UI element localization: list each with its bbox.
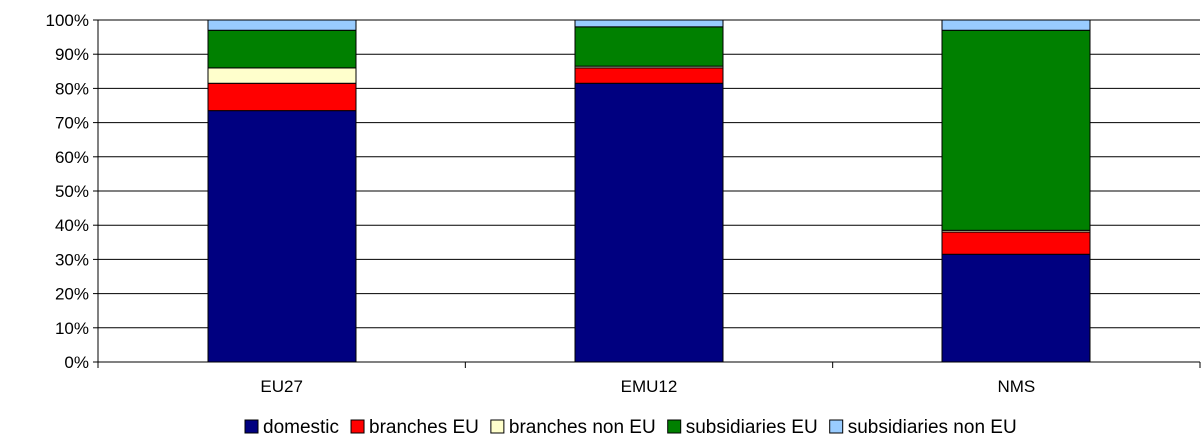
x-category-label: NMS [997, 377, 1035, 396]
bar-segment [941, 231, 1091, 255]
bar-segment [574, 67, 724, 84]
legend: domestic branches EU branches non EU subsid… [244, 417, 1017, 438]
x-category-label: EU27 [260, 377, 303, 396]
bar-segment [207, 110, 357, 363]
bar-segment [207, 19, 357, 31]
legend-swatch [667, 419, 682, 434]
legend-label: branches EU [369, 417, 479, 438]
legend-label: subsidiaries non EU [848, 417, 1017, 438]
y-tick-label: 50% [55, 182, 89, 201]
legend-label: subsidiaries EU [686, 417, 818, 438]
y-tick-label: 70% [55, 114, 89, 133]
legend-swatch [244, 419, 259, 434]
y-tick-label: 0% [64, 353, 89, 372]
y-tick-label: 100% [46, 11, 89, 30]
legend-swatch [829, 419, 844, 434]
legend-item: branches non EU [490, 417, 656, 438]
y-tick-label: 60% [55, 148, 89, 167]
y-axis: 0% 10% 20% 30% 40% 50% 60% 70% 80% 90% 100% [46, 11, 99, 372]
y-tick-label: 80% [55, 79, 89, 98]
bar-segment [941, 253, 1091, 363]
bar-segment [941, 29, 1091, 231]
y-tick-label: 20% [55, 285, 89, 304]
legend-label: domestic [263, 417, 339, 438]
legend-label: branches non EU [509, 417, 656, 438]
bar-segment [207, 82, 357, 112]
legend-item: branches EU [350, 417, 479, 438]
bar-segment [207, 67, 357, 84]
legend-item: subsidiaries non EU [829, 417, 1017, 438]
y-tick-label: 30% [55, 250, 89, 269]
y-tick-label: 90% [55, 45, 89, 64]
bar-segment [207, 29, 357, 69]
y-tick-label: 10% [55, 319, 89, 338]
bars [207, 19, 1091, 363]
legend-item: subsidiaries EU [667, 417, 818, 438]
bar-segment [574, 19, 724, 28]
legend-swatch [350, 419, 365, 434]
x-axis: EU27 EMU12 NMS [97, 361, 1201, 396]
legend-swatch [490, 419, 505, 434]
legend-item: domestic [244, 417, 339, 438]
x-category-label: EMU12 [621, 377, 678, 396]
y-tick-label: 40% [55, 216, 89, 235]
bar-segment [574, 82, 724, 363]
bar-segment [941, 19, 1091, 31]
bar-segment [574, 26, 724, 67]
